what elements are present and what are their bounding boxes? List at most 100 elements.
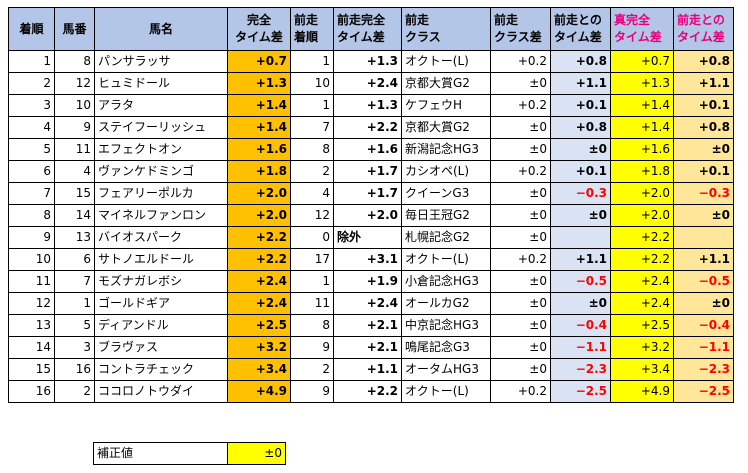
- cell-horse-no: 11: [54, 138, 95, 161]
- cell-prev-perfect-time-diff: +1.3: [333, 50, 402, 73]
- cell-horse-name: フェアリーポルカ: [94, 182, 228, 205]
- cell-prev-class-diff: +0.2: [490, 248, 551, 271]
- header-horse-no: 馬番: [54, 7, 95, 51]
- cell-horse-no: 13: [54, 226, 95, 249]
- table-row: 6 4 ヴァンケドミンゴ +1.8 2 +1.7 カシオペ(L) +0.2 +0.1 +1.8 +0…: [8, 160, 734, 183]
- cell-prev-class: 鳴尾記念G3: [401, 336, 491, 359]
- cell-true-perfect-time-diff: +2.2: [610, 226, 674, 249]
- cell-prev-time-diff-2: +0.1: [673, 94, 734, 117]
- header-prev-time-diff-2: 前走との タイム差: [673, 7, 734, 51]
- table-row: 2 12 ヒュミドール +1.3 10 +2.4 京都大賞G2 ±0 +1.1 +1.3 +1.1: [8, 72, 734, 95]
- cell-prev-perfect-time-diff: 除外: [333, 226, 402, 249]
- cell-true-perfect-time-diff: +2.0: [610, 182, 674, 205]
- cell-horse-no: 1: [54, 292, 95, 315]
- cell-prev-finish: 9: [290, 380, 334, 403]
- cell-prev-finish: 12: [290, 204, 334, 227]
- cell-finish: 13: [8, 314, 55, 337]
- cell-prev-class: 中京記念HG3: [401, 314, 491, 337]
- cell-prev-perfect-time-diff: +1.1: [333, 358, 402, 381]
- cell-finish: 8: [8, 204, 55, 227]
- cell-prev-time-diff-2: −2.3: [673, 358, 734, 381]
- cell-prev-time-diff-2: +1.1: [673, 72, 734, 95]
- cell-horse-no: 10: [54, 94, 95, 117]
- table-row: 16 2 ココロノトウダイ +4.9 9 +2.2 オクトー(L) +0.2 −2.5 +4.9−…: [8, 380, 734, 403]
- table-row: 8 14 マイネルファンロン +2.0 12 +2.0 毎日王冠G2 ±0 ±0 +2.0 ±0: [8, 204, 734, 227]
- cell-prev-class: オールカG2: [401, 292, 491, 315]
- cell-finish: 7: [8, 182, 55, 205]
- table-row: 14 3 ブラヴァス +3.2 9 +2.1 鳴尾記念G3 ±0 −1.1 +3.2 −1.1: [8, 336, 734, 359]
- cell-true-perfect-time-diff: +2.2: [610, 248, 674, 271]
- cell-horse-no: 6: [54, 248, 95, 271]
- cell-perfect-time-diff: +2.0: [227, 204, 291, 227]
- cell-horse-name: パンサラッサ: [94, 50, 228, 73]
- cell-prev-time-diff: +1.1: [550, 72, 611, 95]
- cell-prev-class-diff: ±0: [490, 138, 551, 161]
- cell-perfect-time-diff: +2.2: [227, 226, 291, 249]
- cell-true-perfect-time-diff: +1.4: [610, 116, 674, 139]
- cell-prev-perfect-time-diff: +1.7: [333, 182, 402, 205]
- cell-true-perfect-time-diff: +2.0: [610, 204, 674, 227]
- cell-horse-no: 15: [54, 182, 95, 205]
- cell-prev-time-diff: ±0: [550, 204, 611, 227]
- cell-prev-perfect-time-diff: +2.4: [333, 292, 402, 315]
- header-prev-class-diff: 前走 クラス差: [490, 7, 551, 51]
- cell-prev-finish: 9: [290, 336, 334, 359]
- cell-horse-name: ブラヴァス: [94, 336, 228, 359]
- cell-finish: 5: [8, 138, 55, 161]
- cell-prev-time-diff: +0.1: [550, 94, 611, 117]
- cell-prev-time-diff: −0.5: [550, 270, 611, 293]
- cell-finish: 1: [8, 50, 55, 73]
- cell-prev-finish: 17: [290, 248, 334, 271]
- cell-finish: 2: [8, 72, 55, 95]
- cell-prev-time-diff: −2.3: [550, 358, 611, 381]
- cell-prev-class-diff: +0.2: [490, 94, 551, 117]
- cell-prev-time-diff-2: −1.1: [673, 336, 734, 359]
- cell-horse-no: 5: [54, 314, 95, 337]
- cell-horse-name: ディアンドル: [94, 314, 228, 337]
- header-horse-name: 馬名: [94, 7, 228, 51]
- cell-prev-class-diff: ±0: [490, 204, 551, 227]
- cell-prev-finish: 2: [290, 358, 334, 381]
- correction-row: 補正値 ±0: [93, 442, 286, 465]
- table-row: 7 15 フェアリーポルカ +2.0 4 +1.7 クイーンG3 ±0 −0.3 +2.0 −0.3: [8, 182, 734, 205]
- cell-horse-name: コントラチェック: [94, 358, 228, 381]
- cell-horse-name: ステイフーリッシュ: [94, 116, 228, 139]
- cell-finish: 4: [8, 116, 55, 139]
- cell-horse-name: バイオスパーク: [94, 226, 228, 249]
- cell-finish: 3: [8, 94, 55, 117]
- cell-prev-class: 新潟記念HG3: [401, 138, 491, 161]
- cell-prev-class-diff: ±0: [490, 314, 551, 337]
- cell-prev-time-diff-2: +1.1: [673, 248, 734, 271]
- cell-prev-time-diff-2: −0.3: [673, 182, 734, 205]
- cell-prev-perfect-time-diff: +1.7: [333, 160, 402, 183]
- cell-horse-no: 14: [54, 204, 95, 227]
- cell-perfect-time-diff: +0.7: [227, 50, 291, 73]
- cell-prev-time-diff-2: +0.8: [673, 116, 734, 139]
- cell-true-perfect-time-diff: +0.7: [610, 50, 674, 73]
- cell-perfect-time-diff: +2.4: [227, 292, 291, 315]
- cell-prev-class: 札幌記念G2: [401, 226, 491, 249]
- cell-prev-class-diff: ±0: [490, 72, 551, 95]
- cell-perfect-time-diff: +1.4: [227, 116, 291, 139]
- cell-prev-finish: 4: [290, 182, 334, 205]
- cell-true-perfect-time-diff: +4.9: [610, 380, 674, 403]
- cell-prev-time-diff: −0.4: [550, 314, 611, 337]
- cell-prev-finish: 2: [290, 160, 334, 183]
- cell-prev-finish: 11: [290, 292, 334, 315]
- cell-prev-class: 京都大賞G2: [401, 116, 491, 139]
- cell-perfect-time-diff: +3.4: [227, 358, 291, 381]
- cell-prev-class: カシオペ(L): [401, 160, 491, 183]
- cell-prev-class: 小倉記念HG3: [401, 270, 491, 293]
- table-row: 1 8 パンサラッサ +0.7 1 +1.3 オクトー(L) +0.2 +0.8 +0.7 +0.8: [8, 50, 734, 73]
- table-row: 12 1 ゴールドギア +2.4 11 +2.4 オールカG2 ±0 ±0 +2.4 ±0: [8, 292, 734, 315]
- cell-prev-perfect-time-diff: +2.1: [333, 314, 402, 337]
- cell-prev-class: オクトー(L): [401, 50, 491, 73]
- cell-prev-time-diff-2: [673, 226, 734, 249]
- cell-prev-finish: 0: [290, 226, 334, 249]
- cell-prev-perfect-time-diff: +2.2: [333, 380, 402, 403]
- table-row: 13 5 ディアンドル +2.5 8 +2.1 中京記念HG3 ±0 −0.4 +2.5 −0.4: [8, 314, 734, 337]
- table-row: 5 11 エフェクトオン +1.6 8 +1.6 新潟記念HG3 ±0 ±0 +1.6 ±0: [8, 138, 734, 161]
- cell-prev-finish: 7: [290, 116, 334, 139]
- cell-prev-time-diff-2: ±0: [673, 292, 734, 315]
- cell-perfect-time-diff: +1.6: [227, 138, 291, 161]
